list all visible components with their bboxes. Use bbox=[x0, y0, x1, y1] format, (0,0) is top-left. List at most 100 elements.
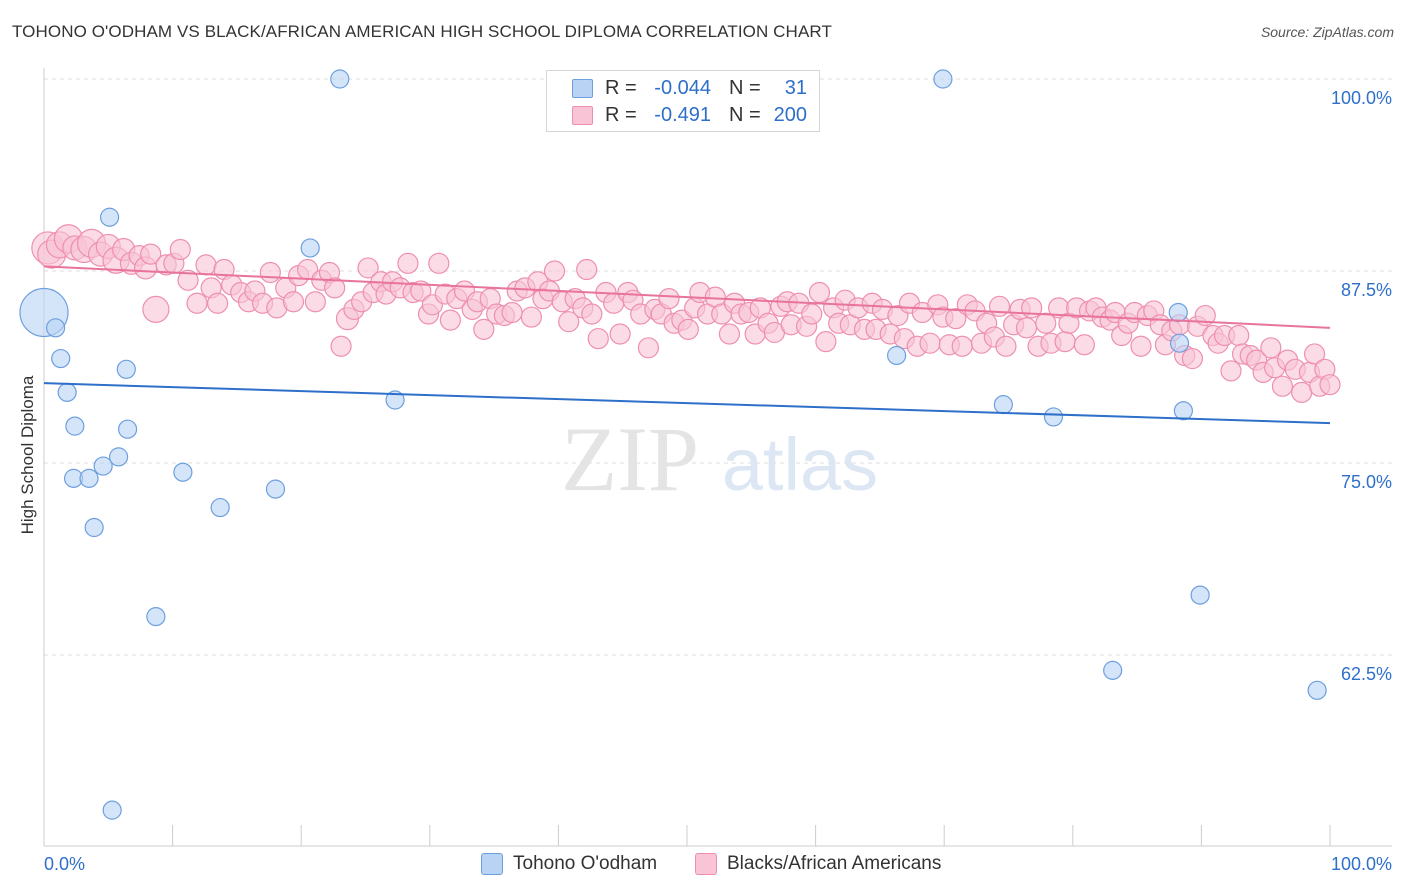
blue-data-point bbox=[1103, 660, 1123, 680]
blue-data-point bbox=[1169, 333, 1190, 353]
pink-data-point bbox=[357, 257, 379, 279]
x-tick-label: 100.0% bbox=[1331, 854, 1392, 874]
pink-data-point bbox=[919, 332, 941, 354]
tick-labels: 62.5% 75.0% 87.5% 100.0% 0.0% 100.0% bbox=[44, 88, 1392, 874]
pink-data-point bbox=[801, 303, 823, 325]
watermark-zip: ZIP bbox=[561, 408, 699, 510]
pink-data-point bbox=[995, 335, 1017, 357]
legend-r-value: -0.491 bbox=[654, 104, 711, 126]
legend-n-value: 200 bbox=[773, 104, 807, 126]
pink-data-point bbox=[1303, 343, 1326, 365]
tohono-oodham-points bbox=[19, 69, 1327, 820]
blue-data-point bbox=[933, 69, 953, 89]
blue-data-point bbox=[300, 238, 320, 258]
pink-data-point bbox=[1054, 331, 1076, 353]
blue-data-point bbox=[117, 419, 138, 439]
pink-data-point bbox=[282, 291, 305, 313]
bottom-legend-label: Tohono O'odham bbox=[513, 853, 658, 874]
pink-data-point bbox=[609, 323, 631, 345]
pink-data-point bbox=[140, 243, 162, 265]
blue-data-point bbox=[210, 497, 230, 518]
pink-data-point bbox=[558, 311, 580, 333]
pink-data-point bbox=[177, 269, 199, 291]
trendline-tohono-oodham bbox=[43, 382, 1331, 425]
blue-data-point bbox=[84, 517, 104, 538]
watermark-atlas: atlas bbox=[722, 423, 878, 506]
pink-data-point bbox=[1130, 335, 1152, 357]
pink-data-point bbox=[142, 295, 170, 323]
pink-data-point bbox=[304, 291, 326, 313]
legend-swatch-pink bbox=[572, 106, 593, 125]
pink-data-point bbox=[815, 331, 837, 353]
pink-data-point bbox=[428, 252, 450, 274]
bottom-legend-swatch-pink bbox=[695, 853, 717, 875]
blue-data-point bbox=[51, 348, 71, 369]
pink-data-point bbox=[1035, 312, 1057, 334]
legend-r-label: R = bbox=[605, 104, 637, 126]
black-african-american-points bbox=[31, 224, 1341, 403]
pink-data-point bbox=[324, 277, 346, 299]
blue-data-point bbox=[887, 345, 907, 366]
bottom-legend-swatch-blue bbox=[481, 853, 503, 875]
blue-data-point bbox=[57, 382, 77, 402]
pink-data-point bbox=[330, 335, 352, 357]
blue-data-point bbox=[330, 69, 350, 89]
pink-data-point bbox=[259, 261, 281, 284]
pink-data-point bbox=[1228, 324, 1250, 347]
pink-data-point bbox=[718, 323, 741, 345]
axes bbox=[43, 68, 1392, 847]
y-tick-label: 100.0% bbox=[1331, 88, 1392, 108]
pink-data-point bbox=[397, 252, 419, 274]
blue-data-point bbox=[265, 479, 286, 499]
pink-data-point bbox=[543, 260, 566, 282]
y-axis-label: High School Diploma bbox=[18, 375, 37, 535]
pink-data-point bbox=[581, 303, 603, 325]
blue-data-point bbox=[79, 468, 99, 488]
pink-data-point bbox=[637, 337, 660, 359]
blue-data-point bbox=[45, 318, 66, 338]
blue-data-point bbox=[99, 207, 120, 227]
bottom-legend-label: Blacks/African Americans bbox=[727, 853, 942, 874]
legend-n-label: N = bbox=[729, 77, 761, 99]
legend-swatch-blue bbox=[572, 79, 593, 98]
pink-data-point bbox=[473, 318, 495, 340]
blue-data-point bbox=[1168, 302, 1188, 323]
pink-data-point bbox=[501, 301, 523, 324]
pink-data-point bbox=[576, 258, 598, 281]
y-tick-label: 62.5% bbox=[1341, 664, 1392, 684]
blue-data-point bbox=[993, 395, 1013, 415]
blue-data-point bbox=[146, 606, 166, 627]
correlation-legend: R = -0.044 N = 31 R = -0.491 N = 200 bbox=[546, 70, 820, 132]
pink-data-point bbox=[1073, 334, 1095, 356]
legend-row-tohono-oodham: R = -0.044 N = 31 bbox=[547, 75, 819, 101]
blue-data-point bbox=[1043, 407, 1064, 427]
y-tick-label: 75.0% bbox=[1341, 472, 1392, 492]
legend-r-value: -0.044 bbox=[654, 77, 711, 99]
chart-title: TOHONO O'ODHAM VS BLACK/AFRICAN AMERICAN… bbox=[12, 22, 832, 41]
blue-data-point bbox=[93, 456, 113, 476]
pink-data-point bbox=[677, 318, 699, 340]
watermark: ZIP atlas bbox=[561, 408, 878, 510]
pink-data-point bbox=[587, 327, 609, 350]
source-credit: Source: ZipAtlas.com bbox=[1260, 24, 1394, 40]
pink-data-point bbox=[1319, 374, 1341, 396]
legend-n-value: 31 bbox=[784, 77, 807, 99]
legend-n-label: N = bbox=[729, 104, 761, 126]
trend-lines bbox=[43, 265, 1331, 425]
pink-data-point bbox=[1181, 347, 1203, 370]
pink-data-point bbox=[169, 238, 191, 261]
pink-data-point bbox=[520, 306, 542, 328]
x-tick-label: 0.0% bbox=[44, 854, 85, 874]
legend-r-label: R = bbox=[605, 77, 637, 99]
pink-data-point bbox=[195, 254, 217, 276]
blue-data-point bbox=[173, 462, 193, 482]
blue-data-point bbox=[385, 390, 405, 410]
blue-data-point bbox=[108, 447, 129, 467]
pink-data-point bbox=[951, 335, 973, 357]
pink-data-point bbox=[410, 280, 432, 302]
pink-data-point bbox=[207, 292, 229, 314]
blue-data-point bbox=[1173, 401, 1193, 421]
pink-data-point bbox=[1260, 337, 1282, 359]
blue-data-point bbox=[65, 416, 85, 436]
